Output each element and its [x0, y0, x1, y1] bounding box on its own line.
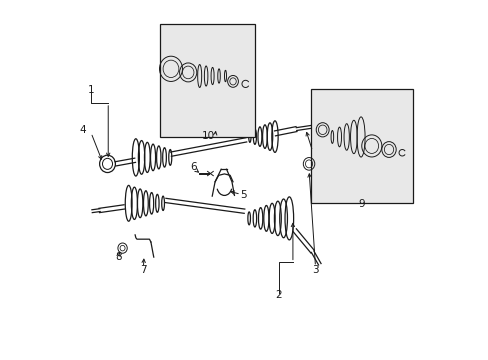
- Text: 7: 7: [140, 265, 146, 275]
- Text: 5: 5: [240, 190, 246, 200]
- Text: 6: 6: [190, 162, 197, 172]
- Text: 10: 10: [201, 131, 214, 141]
- Bar: [310, 89, 412, 203]
- Text: 3: 3: [311, 265, 318, 275]
- Text: 1: 1: [87, 85, 94, 95]
- Text: 9: 9: [358, 199, 365, 210]
- Text: 8: 8: [115, 252, 122, 262]
- Bar: [160, 24, 255, 137]
- Text: 2: 2: [275, 291, 281, 301]
- Text: 4: 4: [79, 125, 85, 135]
